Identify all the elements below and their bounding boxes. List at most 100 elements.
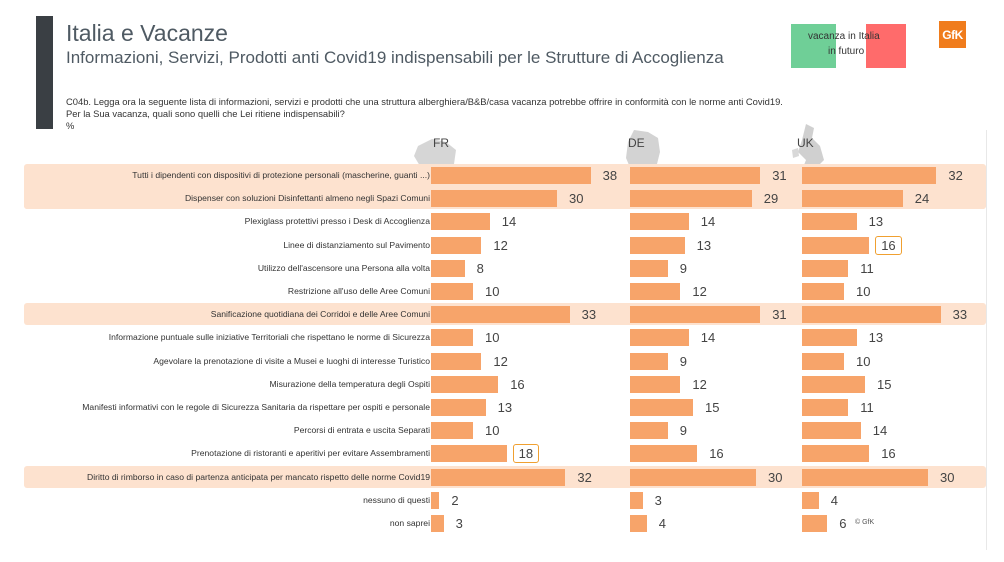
data-label-fr: 13 xyxy=(497,400,513,415)
category-label: Prenotazione di ristoranti e aperitivi p… xyxy=(191,448,430,459)
data-label-fr: 8 xyxy=(476,260,484,276)
bar-uk xyxy=(802,352,844,370)
bar-uk xyxy=(802,468,928,486)
bar-fr xyxy=(431,306,570,324)
category-label: Misurazione della temperatura degli Ospi… xyxy=(269,378,431,389)
country-label-uk: UK xyxy=(797,136,814,150)
bar-de xyxy=(630,167,761,184)
data-label-uk: 16 xyxy=(881,446,896,462)
bar-fr xyxy=(431,515,444,532)
category-label: Informazione puntuale sulle iniziative T… xyxy=(108,332,430,343)
data-label-fr: 16 xyxy=(510,376,525,392)
bar-de xyxy=(630,422,668,440)
data-label-de: 29 xyxy=(763,191,779,207)
data-label-fr: 12 xyxy=(493,353,508,369)
data-label-uk: 32 xyxy=(948,168,963,183)
bar-fr xyxy=(431,236,482,254)
data-label-de: 4 xyxy=(658,516,667,531)
data-label-uk: 16 xyxy=(875,235,902,255)
bar-de xyxy=(630,445,698,463)
data-label-fr: 38 xyxy=(602,168,618,183)
data-label-uk: 10 xyxy=(856,353,871,369)
bar-uk xyxy=(802,259,849,277)
data-label-de: 12 xyxy=(692,376,707,392)
bar-uk xyxy=(802,306,941,324)
data-label-fr: 10 xyxy=(485,284,500,299)
data-label-fr: 33 xyxy=(581,307,597,323)
copyright-note: © GfK xyxy=(855,519,875,526)
data-label-de: 31 xyxy=(772,168,787,183)
bar-fr xyxy=(431,399,486,416)
data-label-de: 16 xyxy=(709,446,724,462)
data-label-uk: 14 xyxy=(872,423,888,439)
bar-de xyxy=(630,259,668,277)
bar-de xyxy=(630,283,681,300)
bar-de xyxy=(630,468,756,486)
legend-part-1: vacanza in xyxy=(808,31,856,42)
category-label: Percorsi di entrata e uscita Separati xyxy=(293,425,430,436)
bar-fr xyxy=(431,422,473,440)
bar-de xyxy=(630,515,647,532)
bar-de xyxy=(630,399,693,416)
bar-fr xyxy=(431,375,499,393)
data-label-de: 9 xyxy=(679,260,688,276)
data-label-uk: 13 xyxy=(868,214,884,230)
data-label-de: 3 xyxy=(654,492,662,508)
data-label-fr: 32 xyxy=(577,469,592,485)
category-label: Sanificazione quotidiana dei Corridoi e … xyxy=(210,309,430,320)
bar-de xyxy=(630,375,681,393)
data-label-uk: 10 xyxy=(856,284,871,299)
page-title: Italia e Vacanze xyxy=(66,20,228,46)
bar-uk xyxy=(802,515,828,532)
category-label: Restrizione all'uso delle Aree Comuni xyxy=(287,286,430,296)
data-label-fr: 10 xyxy=(485,423,500,439)
bar-fr xyxy=(431,352,482,370)
legend-green-swatch xyxy=(791,24,836,68)
bar-uk xyxy=(802,236,870,254)
category-label: Agevolare la prenotazione di visite a Mu… xyxy=(153,355,430,366)
category-label: Dispenser con soluzioni Disinfettanti al… xyxy=(184,193,430,204)
title-accent-bar xyxy=(36,16,53,129)
data-label-uk: 30 xyxy=(940,469,955,485)
bar-fr xyxy=(431,491,440,509)
gfk-logo: GfK xyxy=(939,21,966,48)
data-label-uk: 13 xyxy=(868,330,884,346)
data-label-fr: 14 xyxy=(501,214,517,230)
bar-uk xyxy=(802,399,849,416)
data-label-uk: 33 xyxy=(952,307,968,323)
data-label-fr: 30 xyxy=(569,191,584,207)
question-text: C04b. Legga ora la seguente lista di inf… xyxy=(66,96,996,132)
data-label-fr: 2 xyxy=(451,492,459,508)
bar-fr xyxy=(431,167,591,184)
bar-fr xyxy=(431,283,473,300)
bar-fr xyxy=(431,468,566,486)
unit-label: % xyxy=(66,120,75,131)
bar-fr xyxy=(431,329,473,347)
bar-de xyxy=(630,491,643,509)
legend-red-swatch xyxy=(866,24,906,68)
bar-uk xyxy=(802,375,865,393)
uk-map-icon xyxy=(792,124,824,170)
data-label-de: 31 xyxy=(772,307,787,323)
bar-fr xyxy=(431,445,507,463)
data-label-de: 9 xyxy=(679,353,688,369)
bar-uk xyxy=(802,329,857,347)
bar-fr xyxy=(431,213,490,231)
bar-uk xyxy=(802,283,844,300)
category-label: Diritto di rimborso in caso di partenza … xyxy=(87,471,430,482)
bar-uk xyxy=(802,213,857,231)
data-label-uk: 11 xyxy=(860,400,874,415)
bar-de xyxy=(630,306,761,324)
bar-uk xyxy=(802,445,870,463)
data-label-uk: 11 xyxy=(860,260,874,276)
legend-line-1: vacanza in Italia xyxy=(808,31,894,42)
category-label: Manifesti informativi con le regole di S… xyxy=(82,402,430,412)
bar-de xyxy=(630,236,685,254)
category-label: non saprei xyxy=(389,518,430,528)
category-label: Plexiglass protettivi presso i Desk di A… xyxy=(244,216,430,227)
category-label: Utilizzo dell'ascensore una Persona alla… xyxy=(257,262,430,273)
bar-de xyxy=(630,329,689,347)
bar-fr xyxy=(431,259,465,277)
data-label-uk: 15 xyxy=(877,376,892,392)
question-line-1: C04b. Legga ora la seguente lista di inf… xyxy=(66,96,783,107)
